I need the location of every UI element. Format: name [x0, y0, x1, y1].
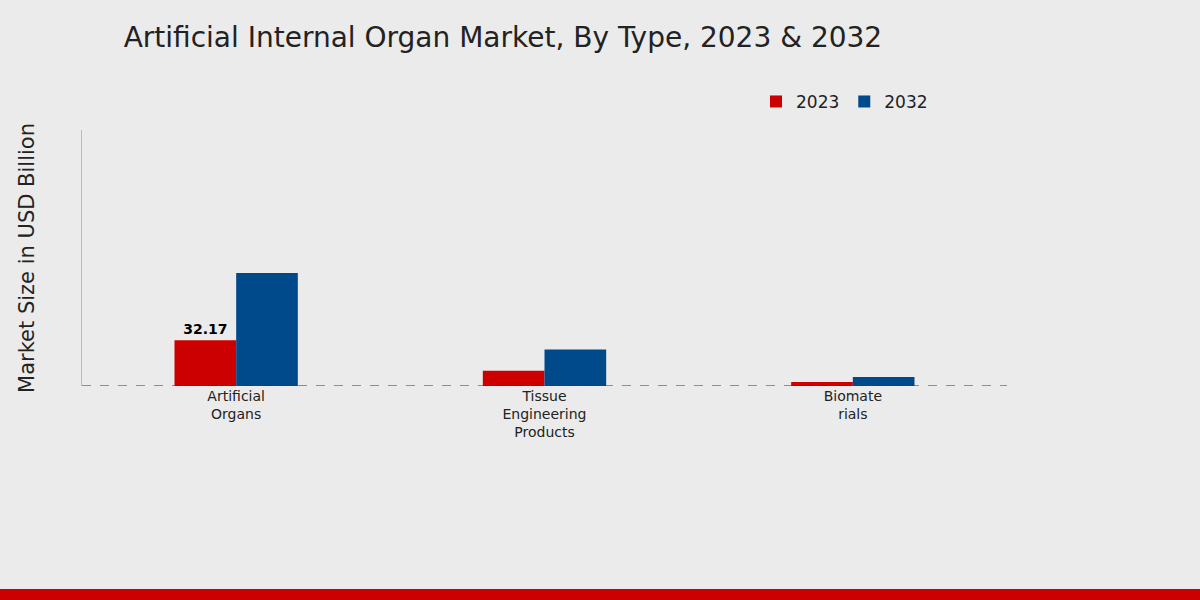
svg-text:Artificial Internal Organ Mark: Artificial Internal Organ Market, By Typ…	[124, 21, 883, 54]
svg-text:2032: 2032	[884, 92, 927, 112]
svg-text:32.17: 32.17	[183, 321, 227, 337]
svg-text:TissueEngineeringProducts: TissueEngineeringProducts	[503, 388, 587, 440]
svg-text:ArtificialOrgans: ArtificialOrgans	[207, 388, 265, 422]
svg-text:Biomaterials: Biomaterials	[824, 388, 882, 422]
svg-text:2023: 2023	[796, 92, 839, 112]
svg-text:Market Size in USD Billion: Market Size in USD Billion	[15, 123, 39, 393]
